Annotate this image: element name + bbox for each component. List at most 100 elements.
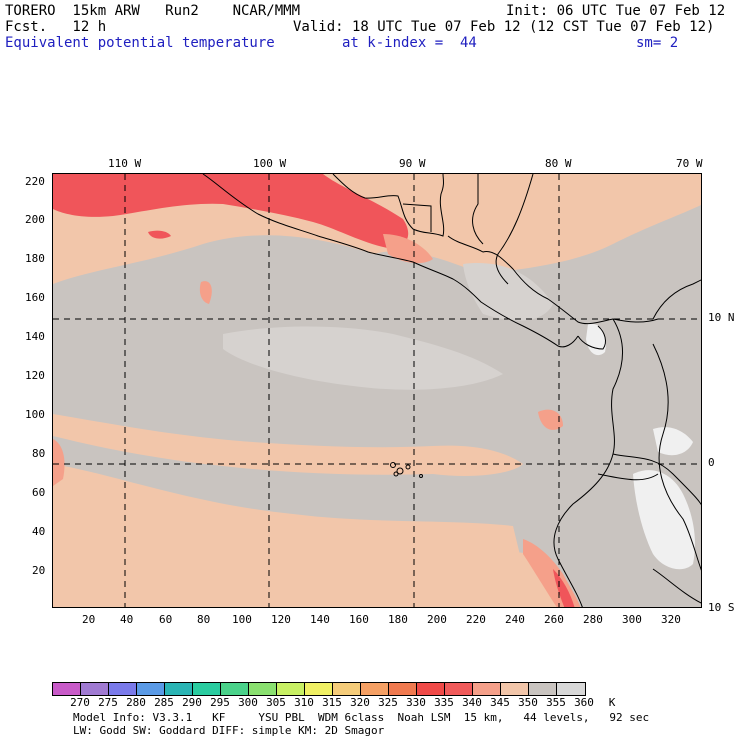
light-gray-region — [463, 263, 553, 321]
x-tick: 180 — [388, 613, 408, 626]
colorbar-label: 285 — [154, 696, 174, 709]
peach-band — [53, 414, 523, 476]
y-tick: 160 — [25, 291, 45, 304]
colorbar-swatch — [137, 683, 165, 695]
x-tick: 160 — [349, 613, 369, 626]
y-tick: 60 — [32, 486, 46, 499]
x-tick: 80 — [197, 613, 211, 626]
init-time: Init: 06 UTC Tue 07 Feb 12 — [506, 3, 726, 19]
y-tick: 120 — [25, 369, 45, 382]
x-tick: 320 — [661, 613, 681, 626]
x-tick: 240 — [505, 613, 525, 626]
y-tick: 140 — [25, 330, 45, 343]
colorbar-label: 280 — [126, 696, 146, 709]
x-tick: 140 — [310, 613, 330, 626]
lat-label-10n: 10 N — [708, 311, 735, 324]
galapagos-islands — [390, 462, 423, 478]
white-region — [633, 470, 695, 570]
lon-label-90w: 90 W — [399, 157, 426, 170]
y-tick: 40 — [32, 525, 46, 538]
colorbar-swatch — [445, 683, 473, 695]
colorbar-swatch — [81, 683, 109, 695]
x-tick: 100 — [232, 613, 252, 626]
colorbar-label: 320 — [350, 696, 370, 709]
x-tick: 260 — [544, 613, 564, 626]
colorbar-swatch — [529, 683, 557, 695]
colorbar-label: 290 — [182, 696, 202, 709]
y-tick: 200 — [25, 213, 45, 226]
colorbar-label: 325 — [378, 696, 398, 709]
colorbar — [52, 682, 586, 696]
y-tick: 180 — [25, 252, 45, 265]
colorbar-label: 295 — [210, 696, 230, 709]
x-tick: 120 — [271, 613, 291, 626]
lon-label-110w: 110 W — [108, 157, 142, 170]
colorbar-swatch — [557, 683, 585, 695]
colorbar-label: 355 — [546, 696, 566, 709]
light-red-region — [53, 439, 65, 486]
colorbar-swatch — [333, 683, 361, 695]
colorbar-label: 345 — [490, 696, 510, 709]
map-panel — [52, 173, 702, 608]
red-region — [148, 230, 171, 239]
colorbar-label: 270 — [70, 696, 90, 709]
lon-label-80w: 80 W — [545, 157, 572, 170]
smoothing-value: sm= 2 — [636, 35, 679, 51]
field-name: Equivalent potential temperature — [5, 35, 275, 51]
x-tick: 60 — [159, 613, 173, 626]
y-tick: 100 — [25, 408, 45, 421]
light-red-region — [538, 409, 563, 430]
colorbar-swatch — [277, 683, 305, 695]
colorbar-label: 300 — [238, 696, 258, 709]
colorbar-label: 340 — [462, 696, 482, 709]
x-tick: 220 — [466, 613, 486, 626]
peach-band — [53, 464, 533, 607]
lat-label-0: 0 — [708, 456, 715, 469]
x-tick: 300 — [622, 613, 642, 626]
light-red-region — [199, 281, 212, 304]
forecast-hour: Fcst. 12 h — [5, 19, 107, 35]
colorbar-label: 315 — [322, 696, 342, 709]
x-tick: 20 — [82, 613, 96, 626]
colorbar-swatch — [221, 683, 249, 695]
lon-label-70w: 70 W — [676, 157, 703, 170]
colorbar-swatch — [165, 683, 193, 695]
map-graphic — [53, 174, 701, 607]
lon-label-100w: 100 W — [253, 157, 287, 170]
red-region — [553, 569, 575, 607]
colorbar-swatch — [501, 683, 529, 695]
y-tick: 20 — [32, 564, 46, 577]
model-info: Model Info: V3.3.1 KF YSU PBL WDM 6class… — [73, 711, 650, 724]
colorbar-swatch — [417, 683, 445, 695]
x-tick: 40 — [120, 613, 134, 626]
colorbar-label: 350 — [518, 696, 538, 709]
colorbar-label: 305 — [266, 696, 286, 709]
graticule — [53, 174, 701, 607]
model-run-title: TORERO 15km ARW Run2 NCAR/MMM — [5, 3, 301, 19]
colorbar-label: 360 — [574, 696, 594, 709]
colorbar-label: 335 — [434, 696, 454, 709]
red-region — [53, 174, 409, 249]
y-tick: 220 — [25, 175, 45, 188]
light-gray-region — [223, 326, 503, 390]
x-tick: 280 — [583, 613, 603, 626]
y-tick: 80 — [32, 447, 46, 460]
physics-info: LW: Godd SW: Goddard DIFF: simple KM: 2D… — [73, 724, 385, 737]
colorbar-swatch — [193, 683, 221, 695]
coastlines — [202, 174, 701, 607]
colorbar-swatch — [109, 683, 137, 695]
colorbar-swatch — [473, 683, 501, 695]
colorbar-swatch — [361, 683, 389, 695]
colorbar-swatch — [305, 683, 333, 695]
colorbar-label: 275 — [98, 696, 118, 709]
colorbar-label: 310 — [294, 696, 314, 709]
white-region — [586, 323, 607, 356]
level-index: at k-index = 44 — [342, 35, 477, 51]
colorbar-swatch — [249, 683, 277, 695]
lat-label-10s: 10 S — [708, 601, 735, 614]
x-tick: 200 — [427, 613, 447, 626]
colorbar-swatch — [389, 683, 417, 695]
colorbar-label: 330 — [406, 696, 426, 709]
light-red-region — [383, 234, 433, 264]
colorbar-label: K — [608, 696, 616, 709]
